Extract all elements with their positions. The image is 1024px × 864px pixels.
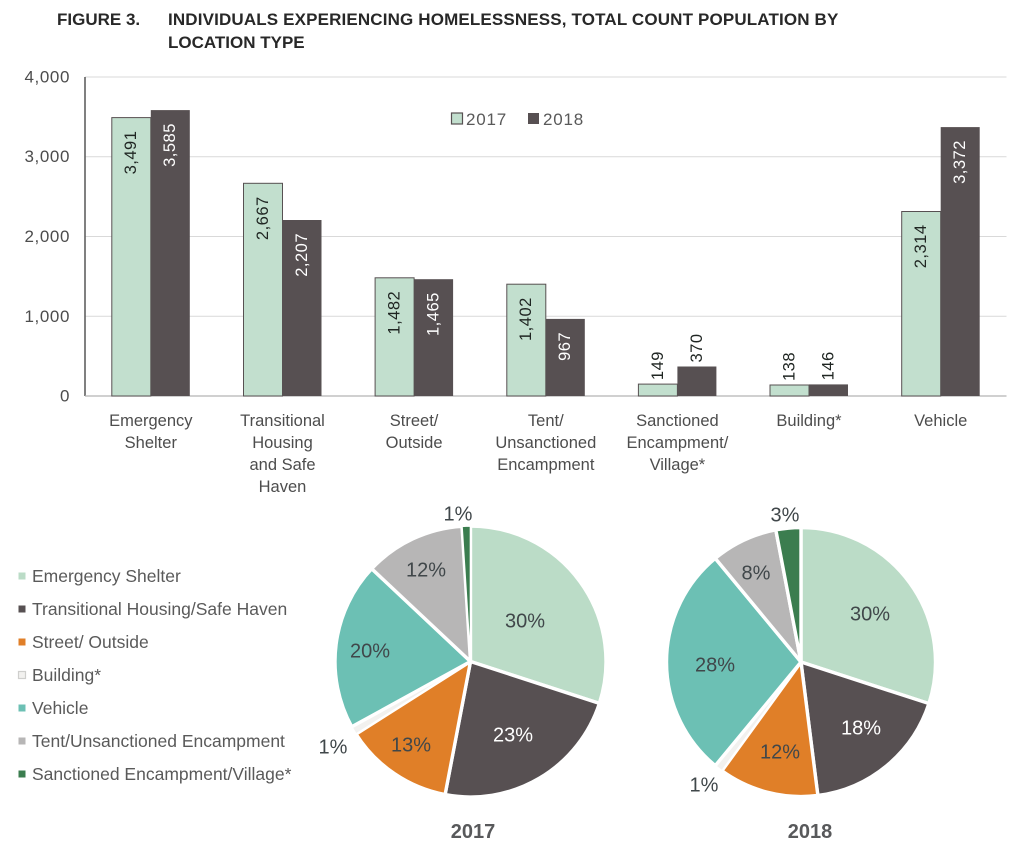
svg-text:Sanctioned Encampment/Village*: Sanctioned Encampment/Village* [32,764,292,784]
svg-text:and Safe: and Safe [249,456,315,474]
svg-text:1,000: 1,000 [24,307,70,326]
svg-text:2017: 2017 [451,821,496,843]
svg-text:30%: 30% [505,610,545,632]
svg-text:12%: 12% [760,741,800,763]
svg-text:Tent/: Tent/ [528,412,564,430]
svg-text:Emergency: Emergency [109,412,193,430]
svg-text:3,585: 3,585 [161,123,179,167]
svg-text:0: 0 [60,387,70,406]
svg-text:4,000: 4,000 [24,68,70,87]
svg-text:Haven: Haven [259,478,307,496]
svg-text:Tent/Unsanctioned Encampment: Tent/Unsanctioned Encampment [32,731,285,751]
svg-text:2018: 2018 [788,821,833,843]
svg-text:Building*: Building* [776,412,842,430]
svg-text:1,482: 1,482 [385,291,403,335]
svg-text:Housing: Housing [252,434,313,452]
svg-text:1,402: 1,402 [517,297,535,341]
svg-text:Vehicle: Vehicle [32,698,88,718]
svg-text:2017: 2017 [466,110,507,129]
svg-text:Village*: Village* [650,456,706,474]
svg-text:Outside: Outside [386,434,443,452]
svg-text:146: 146 [819,351,837,380]
svg-text:Sanctioned: Sanctioned [636,412,719,430]
svg-text:3,372: 3,372 [951,140,969,184]
svg-text:8%: 8% [742,562,771,584]
svg-text:3,000: 3,000 [24,147,70,166]
svg-text:2018: 2018 [543,110,584,129]
svg-text:2,314: 2,314 [912,225,930,269]
svg-text:2,000: 2,000 [24,227,70,246]
svg-text:3%: 3% [771,504,800,526]
svg-text:Transitional: Transitional [240,412,325,430]
svg-text:Encampment/: Encampment/ [627,434,729,452]
svg-text:Unsanctioned: Unsanctioned [495,434,596,452]
svg-text:Transitional Housing/Safe Have: Transitional Housing/Safe Haven [32,599,287,619]
svg-text:Shelter: Shelter [125,434,178,452]
svg-text:Street/: Street/ [390,412,439,430]
svg-text:12%: 12% [406,559,446,581]
svg-text:INDIVIDUALS EXPERIENCING HOMEL: INDIVIDUALS EXPERIENCING HOMELESSNESS, T… [168,10,839,29]
svg-text:3,491: 3,491 [122,131,140,175]
svg-text:149: 149 [649,351,667,380]
svg-text:138: 138 [780,352,798,381]
svg-text:23%: 23% [493,724,533,746]
svg-text:18%: 18% [841,717,881,739]
svg-text:13%: 13% [391,734,431,756]
svg-text:Street/ Outside: Street/ Outside [32,632,149,652]
svg-text:1%: 1% [444,503,473,525]
svg-text:1,465: 1,465 [424,292,442,336]
svg-text:Building*: Building* [32,665,101,685]
svg-text:967: 967 [556,332,574,361]
svg-text:Emergency Shelter: Emergency Shelter [32,566,181,586]
svg-text:LOCATION TYPE: LOCATION TYPE [168,33,305,52]
svg-text:2,667: 2,667 [254,196,272,240]
svg-text:370: 370 [688,333,706,362]
svg-text:FIGURE 3.: FIGURE 3. [57,10,140,29]
svg-text:Vehicle: Vehicle [914,412,967,430]
svg-text:1%: 1% [690,774,719,796]
svg-text:20%: 20% [350,640,390,662]
svg-text:Encampment: Encampment [497,456,595,474]
svg-text:28%: 28% [695,654,735,676]
svg-text:2,207: 2,207 [293,233,311,277]
svg-text:30%: 30% [850,603,890,625]
svg-text:1%: 1% [319,736,348,758]
